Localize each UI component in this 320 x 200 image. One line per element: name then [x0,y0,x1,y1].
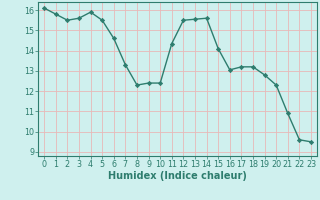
X-axis label: Humidex (Indice chaleur): Humidex (Indice chaleur) [108,171,247,181]
